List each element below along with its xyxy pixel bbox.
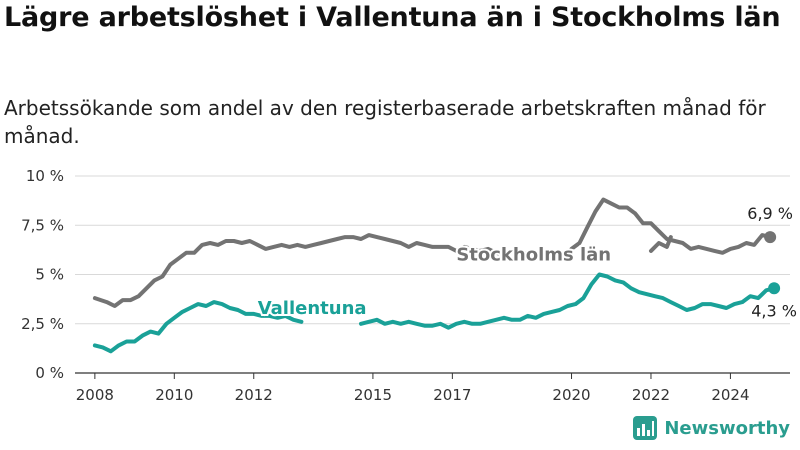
- brand-name: Newsworthy: [664, 417, 790, 439]
- x-tick-label: 2020: [552, 386, 590, 404]
- y-tick-label: 0 %: [35, 364, 64, 382]
- x-tick-label: 2012: [235, 386, 273, 404]
- y-tick-label: 7,5 %: [21, 216, 64, 234]
- y-tick-label: 10 %: [26, 167, 64, 185]
- x-tick-label: 2015: [354, 386, 392, 404]
- series-end-point: [768, 282, 781, 295]
- series-label: Stockholms län: [456, 245, 611, 266]
- end-value-label: 6,9 %: [747, 204, 793, 223]
- y-tick-label: 5 %: [35, 266, 64, 284]
- x-tick-label: 2022: [632, 386, 670, 404]
- series-labels: 6,9 % 4,3 % Stockholms län Vallentuna: [256, 204, 797, 321]
- newsworthy-logo-icon: [633, 416, 658, 440]
- end-value-label: 4,3 %: [751, 301, 797, 320]
- series-label: Vallentuna: [258, 298, 367, 319]
- series-end-point: [764, 231, 777, 244]
- x-tick-label: 2010: [155, 386, 193, 404]
- series-lines: [92, 197, 781, 354]
- y-tick-label: 2,5 %: [21, 315, 64, 333]
- x-tick-label: 2024: [711, 386, 749, 404]
- x-tick-label: 2008: [76, 386, 114, 404]
- series-line: [92, 233, 530, 308]
- series-line: [92, 300, 304, 354]
- series-line: [359, 272, 777, 330]
- chart-title: Lägre arbetslöshet i Vallentuna än i Sto…: [4, 2, 781, 33]
- series-line: [649, 235, 673, 253]
- brand: Newsworthy: [632, 414, 790, 442]
- x-axis: 2008 2010 2012 2015 2017 2020 2022 2024: [76, 373, 750, 404]
- y-axis: 0 % 2,5 % 5 % 7,5 % 10 %: [21, 167, 64, 382]
- series-line: [569, 197, 773, 255]
- chart-subtitle: Arbetssökande som andel av den registerb…: [4, 96, 766, 148]
- x-tick-label: 2017: [433, 386, 471, 404]
- grid-lines: [75, 175, 790, 374]
